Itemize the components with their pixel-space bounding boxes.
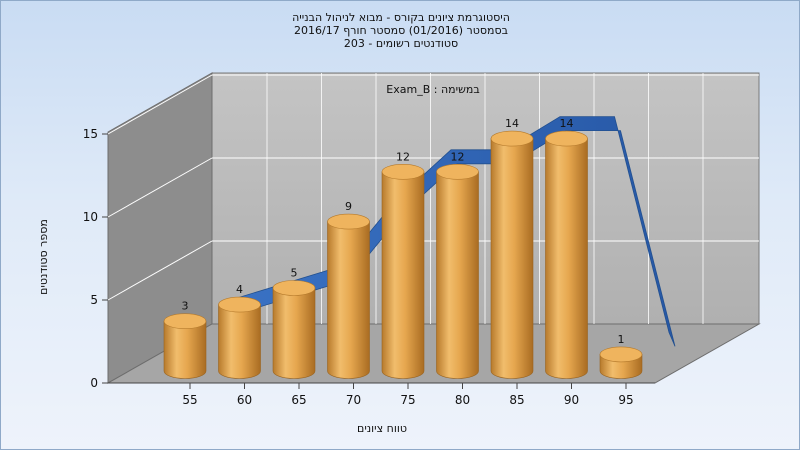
chart-title-line-1: היסטוגרמת ציונים בקורס - מבוא לניהול הבנ… — [292, 11, 510, 24]
x-tick-label: 80 — [455, 393, 470, 407]
bar-top — [163, 313, 207, 330]
bar-body — [436, 171, 479, 379]
bar-85 — [490, 130, 534, 379]
bars — [163, 130, 643, 379]
x-tick-label: 75 — [400, 393, 415, 407]
bar-body — [490, 138, 534, 379]
bar-body — [218, 304, 261, 379]
bar-top — [218, 296, 261, 313]
y-tick-label: 15 — [83, 127, 98, 141]
bar-top — [599, 346, 643, 363]
bar-top — [381, 164, 425, 180]
chart-title-line-2: בסמסטר (01/2016) סמסטר חורף 2016/17 — [294, 24, 508, 37]
data-label: 5 — [291, 267, 298, 280]
bar-body — [163, 320, 207, 379]
bar-body — [327, 221, 370, 379]
data-label: 12 — [396, 150, 410, 163]
data-labels: 3 4 5 9 12 12 14 14 1 — [182, 117, 625, 346]
chart-title: היסטוגרמת ציונים בקורס - מבוא לניהול הבנ… — [1, 11, 800, 50]
data-label: 3 — [182, 300, 189, 313]
bar-55 — [163, 313, 207, 379]
bar-65 — [272, 280, 316, 379]
bar-top — [272, 280, 316, 296]
data-label: 4 — [236, 283, 243, 296]
data-label: 9 — [345, 200, 352, 213]
bar-top — [436, 164, 479, 180]
bar-70 — [327, 213, 370, 379]
bar-top — [545, 130, 588, 147]
y-axis: 0 5 10 15 — [83, 127, 108, 390]
bar-body — [272, 287, 316, 379]
chart-title-line-3: סטודנטים רשומים - 203 — [343, 37, 459, 50]
bar-top — [490, 130, 534, 147]
data-label: 14 — [560, 117, 574, 130]
data-label: 14 — [505, 117, 519, 130]
x-tick-label: 85 — [509, 393, 524, 407]
bar-60 — [218, 296, 261, 379]
y-tick-label: 5 — [90, 293, 98, 307]
x-tick-label: 95 — [618, 393, 633, 407]
bar-75 — [381, 164, 425, 379]
x-axis: 55 60 65 70 75 80 85 90 95 — [182, 383, 634, 407]
y-tick-label: 10 — [83, 210, 98, 224]
data-label: 12 — [451, 150, 465, 163]
gridline-side — [107, 157, 213, 218]
x-tick-label: 55 — [182, 393, 197, 407]
bar-body — [545, 138, 588, 379]
gridline-side — [107, 74, 213, 135]
bar-top — [327, 213, 370, 230]
bar-90 — [545, 130, 588, 379]
bar-body — [381, 171, 425, 379]
x-tick-label: 70 — [346, 393, 361, 407]
y-axis-title: מספר סטודנטים — [37, 219, 50, 295]
x-tick-label: 60 — [237, 393, 252, 407]
data-label: 1 — [618, 333, 625, 346]
x-tick-label: 90 — [564, 393, 579, 407]
bar-80 — [436, 164, 479, 379]
x-tick-label: 65 — [291, 393, 306, 407]
gridline-side — [107, 240, 213, 301]
y-tick-label: 0 — [90, 376, 98, 390]
bar-95 — [599, 346, 643, 379]
x-axis-title: טווח ציונים — [357, 422, 407, 435]
series-label: Exam_B : במשימה — [386, 83, 479, 96]
gridlines — [107, 73, 759, 324]
